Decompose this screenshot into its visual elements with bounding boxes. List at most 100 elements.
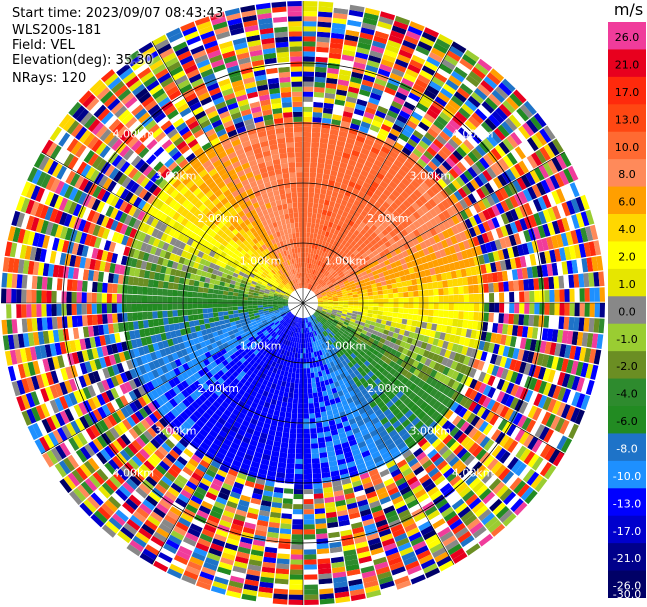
radar-gate [185,532,199,543]
radar-gate [404,436,414,446]
radar-gate [339,319,345,324]
radar-gate [550,415,561,430]
radar-gate [175,428,186,438]
radar-gate [260,334,266,340]
radar-gate [365,64,379,73]
radar-gate [325,82,337,90]
radar-gate [467,193,477,205]
radar-gate [333,155,342,162]
radar-gate [420,558,436,570]
radar-gate [389,326,396,333]
radar-gate [316,308,322,312]
radar-gate [462,277,469,286]
radar-gate [490,401,501,413]
radar-gate [588,318,595,333]
radar-gate [502,513,517,527]
radar-gate [276,368,282,375]
radar-gate [534,424,546,438]
radar-gate [450,401,460,412]
radar-gate [543,382,552,396]
radar-gate [365,249,372,256]
radar-gate [303,147,311,153]
radar-gate [522,140,535,154]
radar-gate [269,365,275,372]
radar-gate [392,570,408,581]
radar-gate [381,221,389,229]
radar-gate [271,338,277,344]
radar-gate [255,364,262,371]
radar-gate [523,451,536,465]
radar-gate [249,353,256,360]
radar-gate [244,522,256,530]
radar-gate [228,360,236,367]
radar-gate [384,217,393,226]
radar-gate [324,501,336,509]
radar-gate [397,86,410,97]
radar-gate [508,313,515,325]
radar-gate [180,512,194,523]
radar-gate [393,298,399,303]
radar-gate [473,293,480,303]
radar-gate [126,518,141,531]
radar-gate [425,463,436,474]
radar-gate [376,172,385,181]
radar-gate [309,167,317,173]
radar-gate [271,331,277,337]
radar-gate [554,172,565,188]
radar-gate [513,480,526,495]
radar-gate [424,132,436,143]
radar-gate [340,183,348,190]
radar-gate [392,473,404,482]
radar-gate [411,259,418,267]
radar-gate [329,47,343,55]
radar-gate [407,138,418,148]
radar-gate [518,361,527,374]
radar-gate [288,319,292,325]
radar-gate [220,442,230,451]
radar-gate [373,115,385,124]
radar-gate [337,406,345,413]
radar-gate [440,239,449,249]
radar-gate [355,195,363,203]
radar-gate [326,280,332,286]
radar-gate [328,52,342,60]
radar-gate [431,438,442,449]
radar-gate [314,407,321,414]
radar-gate [189,392,199,401]
radar-gate [360,341,367,348]
radar-gate [534,477,548,493]
radar-gate [328,326,333,332]
radar-gate [410,352,418,360]
radar-gate [217,405,227,413]
radar-gate [448,287,454,295]
radar-gate [388,150,399,160]
radar-gate [365,268,372,275]
radar-gate [359,350,366,357]
radar-gate [478,141,491,154]
radar-gate [349,346,356,353]
radar-gate [396,282,403,288]
radar-gate [326,334,332,340]
radar-gate [357,214,365,222]
radar-gate [385,225,393,233]
radar-gate [372,433,381,442]
radar-gate [329,129,339,136]
radar-gate [383,307,389,312]
radar-gate [288,599,303,605]
radar-gate [203,561,218,572]
radar-gate [303,363,307,369]
radar-gate [210,543,224,552]
radar-gate [318,287,324,292]
radar-gate [531,152,543,167]
radar-gate [452,415,462,426]
radar-gate [452,318,459,327]
radar-gate [461,123,474,135]
radar-gate [475,160,486,173]
radar-gate [402,39,417,50]
radar-gate [443,185,454,196]
radar-gate [303,378,308,384]
radar-gate [547,369,556,383]
radar-gate [360,388,369,396]
radar-gate [324,400,331,407]
radar-gate [319,193,326,200]
